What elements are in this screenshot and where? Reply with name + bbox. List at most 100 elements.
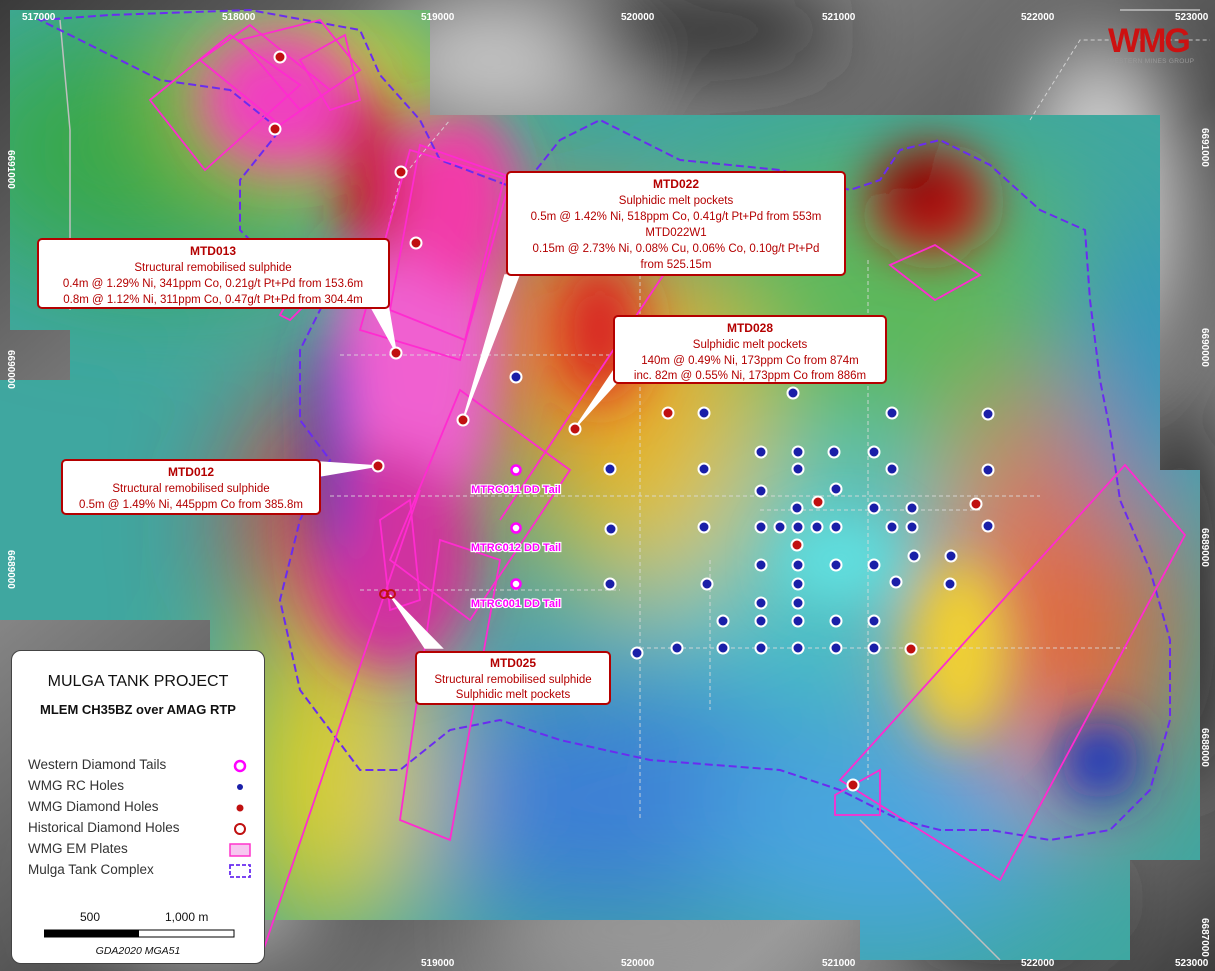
callout-title: MTD022: [653, 177, 699, 191]
rc-hole[interactable]: [791, 520, 805, 534]
diamond-tail-hole[interactable]: [510, 464, 522, 476]
legend-label: WMG EM Plates: [28, 841, 128, 856]
rc-hole[interactable]: [716, 614, 730, 628]
rc-hole[interactable]: [754, 558, 768, 572]
rc-hole[interactable]: [791, 558, 805, 572]
rc-hole[interactable]: [754, 614, 768, 628]
rc-hole[interactable]: [786, 386, 800, 400]
callout-text: Sulphidic melt pockets: [693, 339, 808, 351]
rc-hole[interactable]: [907, 549, 921, 563]
rc-hole[interactable]: [509, 370, 523, 384]
diamond-hole[interactable]: [371, 459, 385, 473]
em-plate: [388, 143, 507, 342]
rc-hole[interactable]: [754, 520, 768, 534]
rc-hole[interactable]: [754, 596, 768, 610]
northing-left-labels: 6691000 6690000 6689000: [5, 150, 16, 589]
callout-text: 0.4m @ 1.29% Ni, 341ppm Co, 0.21g/t Pt+P…: [63, 278, 363, 290]
scale-label-1000: 1,000 m: [165, 910, 209, 924]
rc-hole[interactable]: [829, 641, 843, 655]
red-ring-icon: [234, 823, 246, 835]
diamond-hole[interactable]: [811, 495, 825, 509]
rc-hole[interactable]: [981, 519, 995, 533]
easting-label: 517000: [22, 12, 56, 23]
rc-hole[interactable]: [791, 577, 805, 591]
rc-hole[interactable]: [791, 445, 805, 459]
diamond-hole[interactable]: [904, 642, 918, 656]
rc-hole[interactable]: [867, 445, 881, 459]
rc-hole[interactable]: [700, 577, 714, 591]
diamond-hole[interactable]: [409, 236, 423, 250]
diamond-hole[interactable]: [846, 778, 860, 792]
callout-mtd025[interactable]: MTD025 Structural remobilised sulphide S…: [415, 651, 611, 705]
wmg-logo: WMG WESTERN MINES GROUP: [1108, 22, 1204, 72]
diamond-hole[interactable]: [268, 122, 282, 136]
rc-hole[interactable]: [603, 577, 617, 591]
rc-hole[interactable]: [885, 406, 899, 420]
diamond-tail-hole[interactable]: [510, 522, 522, 534]
rc-hole[interactable]: [827, 445, 841, 459]
rc-hole[interactable]: [867, 614, 881, 628]
diamond-hole[interactable]: [394, 165, 408, 179]
purple-dashed-box-icon: [229, 864, 251, 878]
callout-mtd012[interactable]: MTD012 Structural remobilised sulphide 0…: [61, 459, 321, 515]
rc-hole[interactable]: [716, 641, 730, 655]
diamond-tail-hole[interactable]: [510, 578, 522, 590]
rc-hole[interactable]: [885, 520, 899, 534]
rc-hole[interactable]: [754, 484, 768, 498]
rc-hole[interactable]: [630, 646, 644, 660]
rc-hole[interactable]: [829, 482, 843, 496]
rc-hole[interactable]: [791, 596, 805, 610]
rc-hole[interactable]: [867, 558, 881, 572]
northing-label: 6690000: [1199, 328, 1210, 367]
diamond-hole[interactable]: [273, 50, 287, 64]
rc-hole[interactable]: [889, 575, 903, 589]
easting-label: 523000: [1175, 958, 1209, 969]
rc-hole[interactable]: [867, 501, 881, 515]
rc-hole[interactable]: [905, 520, 919, 534]
rc-hole[interactable]: [905, 501, 919, 515]
rc-hole[interactable]: [697, 462, 711, 476]
callout-mtd013[interactable]: MTD013 Structural remobilised sulphide 0…: [37, 238, 390, 309]
rc-hole[interactable]: [790, 501, 804, 515]
rc-hole[interactable]: [791, 462, 805, 476]
rc-hole[interactable]: [981, 407, 995, 421]
rc-hole[interactable]: [754, 641, 768, 655]
callout-mtd028[interactable]: MTD028 Sulphidic melt pockets 140m @ 0.4…: [613, 315, 887, 384]
rc-hole[interactable]: [829, 558, 843, 572]
rc-hole[interactable]: [867, 641, 881, 655]
rc-hole[interactable]: [943, 577, 957, 591]
rc-hole[interactable]: [829, 520, 843, 534]
rc-hole[interactable]: [603, 462, 617, 476]
datum-label: GDA2020 MGA51: [95, 945, 181, 957]
callout-text: 0.5m @ 1.49% Ni, 445ppm Co from 385.8m: [79, 499, 303, 511]
rc-hole[interactable]: [885, 462, 899, 476]
rc-hole[interactable]: [791, 641, 805, 655]
diamond-hole[interactable]: [568, 422, 582, 436]
legend-item-wmg-em-plates: WMG EM Plates: [28, 841, 253, 861]
rc-hole[interactable]: [754, 445, 768, 459]
rc-hole[interactable]: [697, 520, 711, 534]
rc-hole[interactable]: [697, 406, 711, 420]
rc-hole[interactable]: [981, 463, 995, 477]
easting-label: 522000: [1021, 958, 1055, 969]
historical-diamond-hole[interactable]: [386, 589, 396, 599]
rc-hole[interactable]: [810, 520, 824, 534]
diamond-hole[interactable]: [969, 497, 983, 511]
rc-hole[interactable]: [604, 522, 618, 536]
diamond-hole[interactable]: [389, 346, 403, 360]
callout-title: MTD028: [727, 321, 773, 335]
western-diamond-tails: [510, 464, 522, 590]
northing-label: 6689000: [5, 550, 16, 589]
project-title: MULGA TANK PROJECT: [47, 673, 229, 690]
rc-hole[interactable]: [944, 549, 958, 563]
diamond-hole[interactable]: [790, 538, 804, 552]
red-dot-icon: [236, 804, 244, 812]
callout-mtd022[interactable]: MTD022 Sulphidic melt pockets 0.5m @ 1.4…: [506, 171, 846, 276]
rc-hole[interactable]: [670, 641, 684, 655]
diamond-hole[interactable]: [661, 406, 675, 420]
rc-hole[interactable]: [791, 614, 805, 628]
diamond-hole[interactable]: [456, 413, 470, 427]
rc-hole[interactable]: [829, 614, 843, 628]
rc-hole[interactable]: [773, 520, 787, 534]
